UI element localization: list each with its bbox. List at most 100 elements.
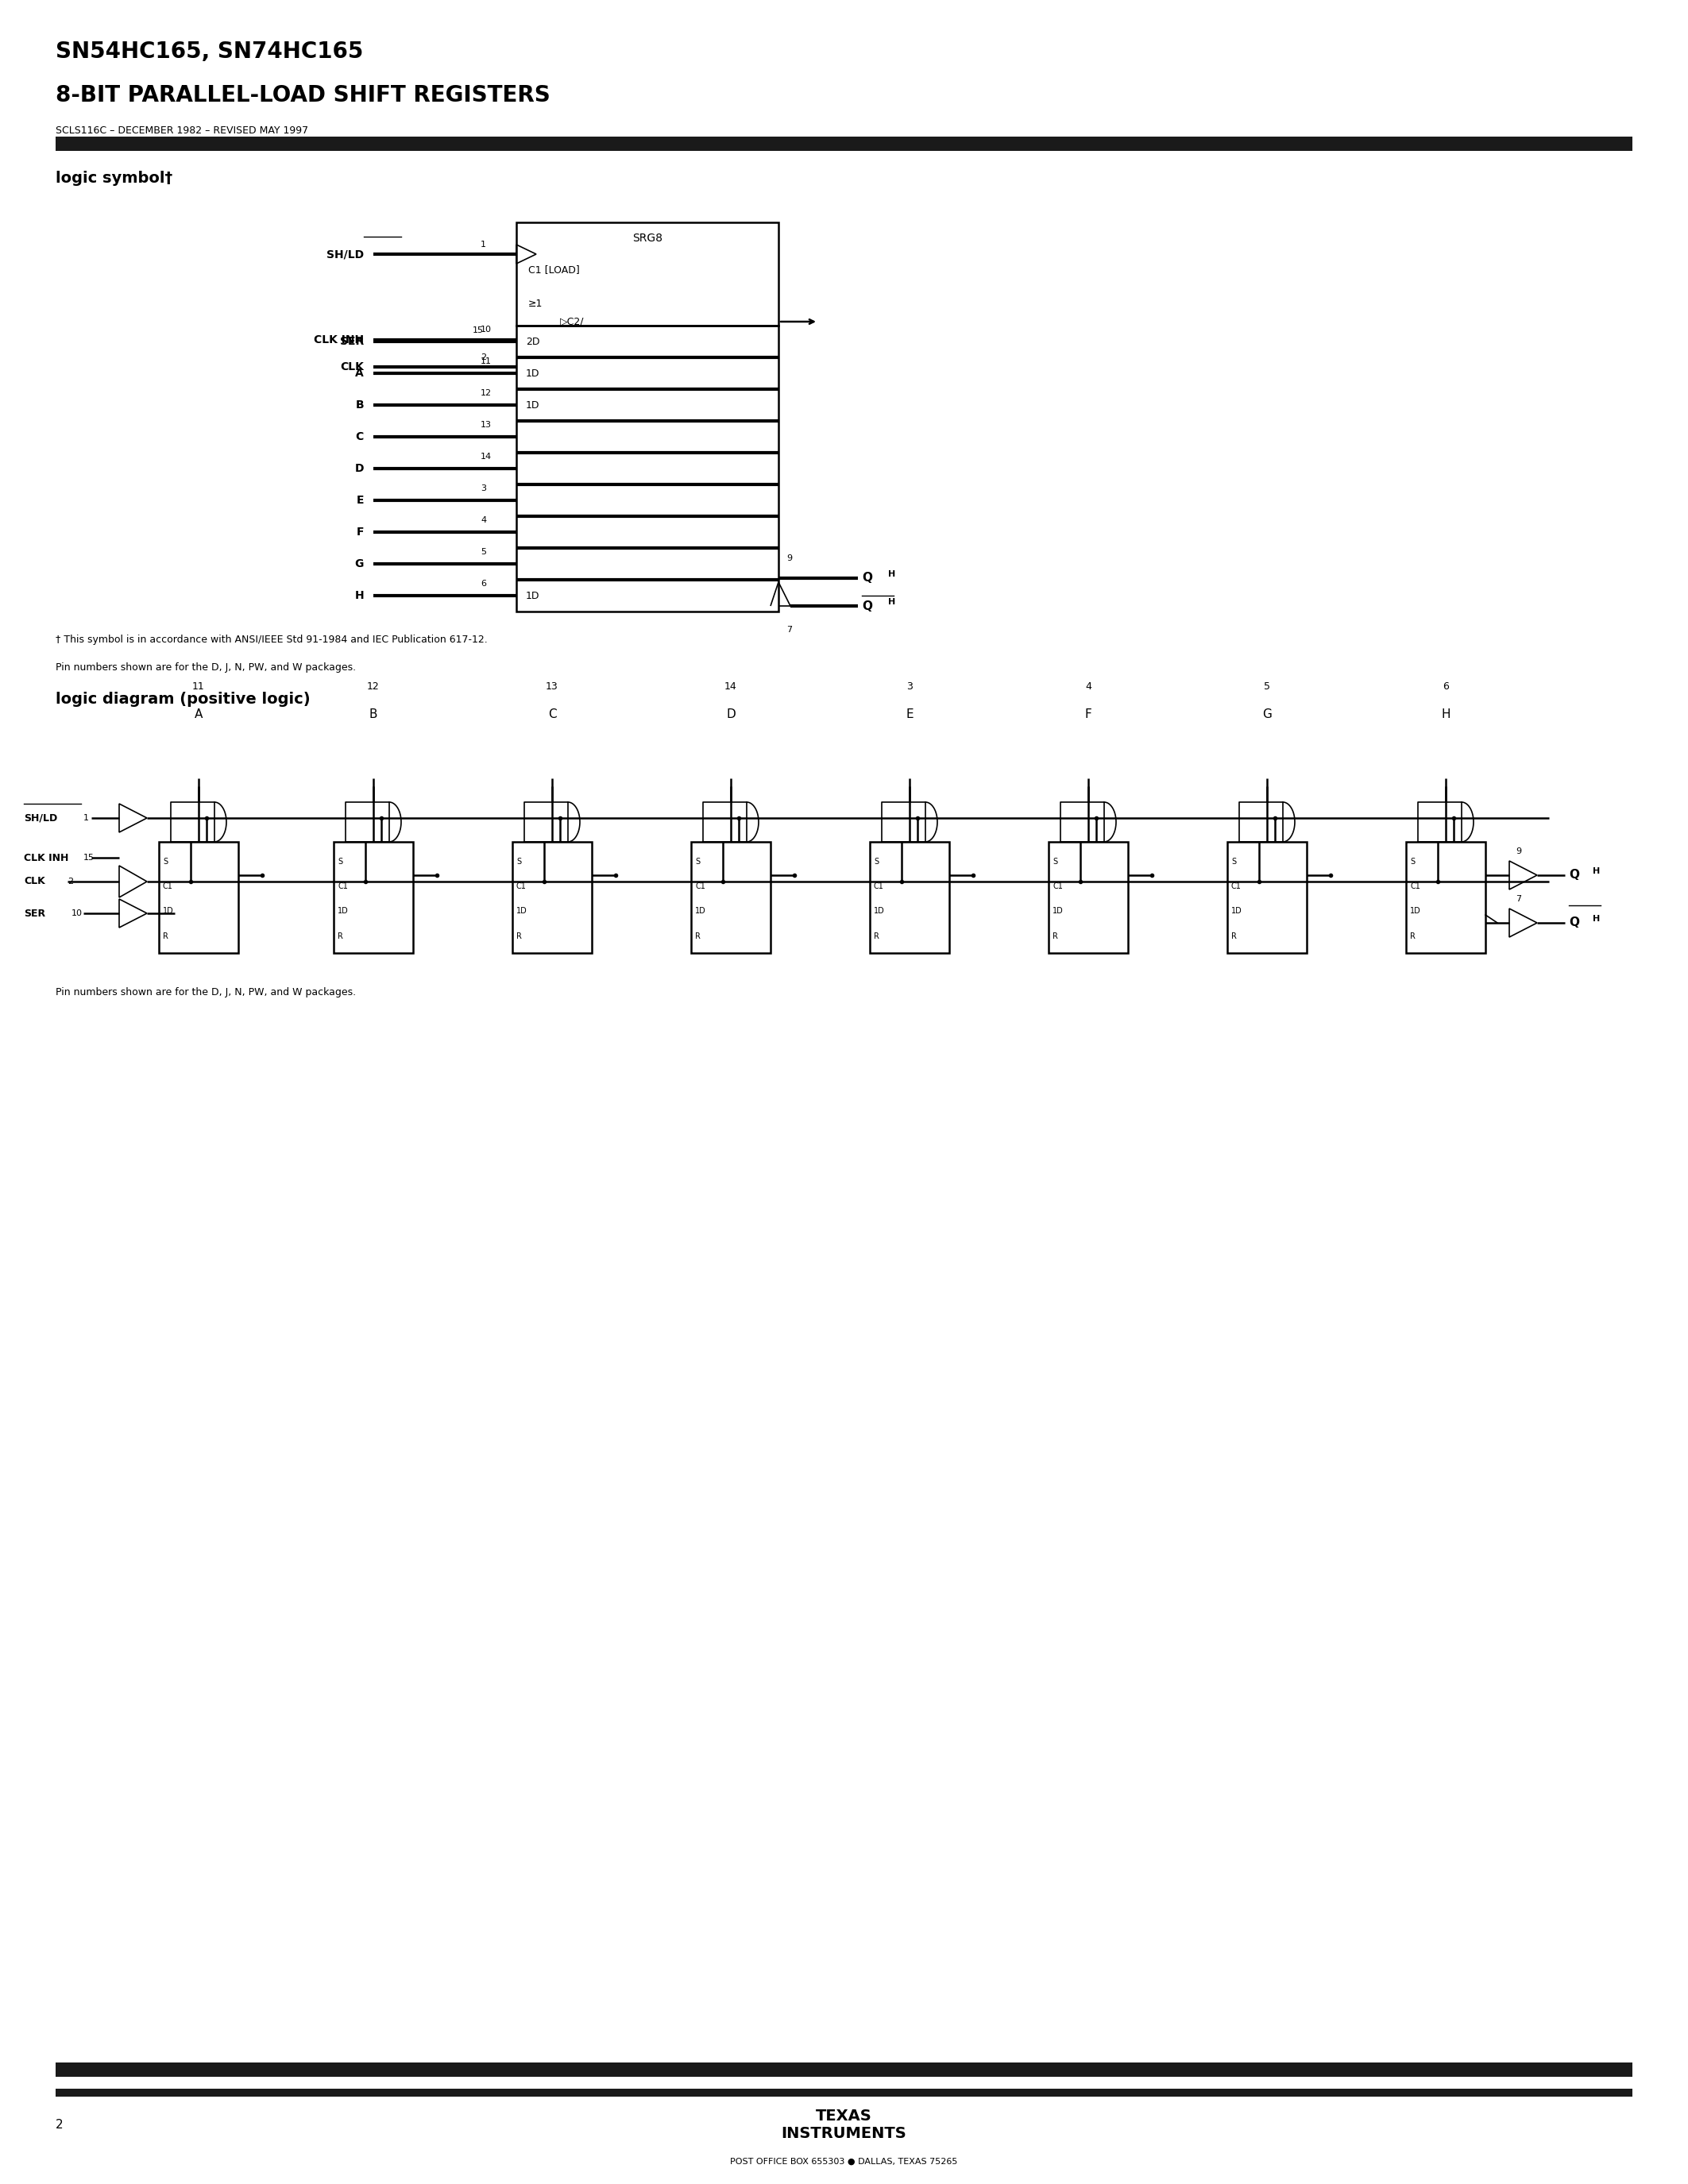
Text: 9: 9 (787, 555, 792, 561)
Text: Q: Q (1568, 917, 1580, 928)
Text: CLK INH: CLK INH (24, 852, 69, 863)
Text: CLK INH: CLK INH (314, 334, 365, 345)
Text: ▷C2/: ▷C2/ (560, 317, 584, 328)
Text: 2: 2 (56, 2118, 62, 2129)
Text: logic diagram (positive logic): logic diagram (positive logic) (56, 692, 311, 705)
Text: 9: 9 (1516, 847, 1521, 856)
Text: CLK: CLK (339, 360, 365, 373)
Text: 3: 3 (481, 485, 486, 491)
Text: R: R (162, 933, 169, 941)
Text: 8-BIT PARALLEL-LOAD SHIFT REGISTERS: 8-BIT PARALLEL-LOAD SHIFT REGISTERS (56, 85, 550, 107)
Text: H: H (1442, 710, 1450, 721)
Text: 1D: 1D (1409, 906, 1421, 915)
Text: 1D: 1D (527, 369, 540, 378)
Text: 1D: 1D (695, 906, 706, 915)
Bar (517, 223, 778, 325)
Text: 10: 10 (71, 909, 83, 917)
Text: H: H (1593, 867, 1600, 876)
Text: Q: Q (863, 601, 873, 612)
Text: 13: 13 (545, 681, 559, 692)
Text: 12: 12 (481, 389, 491, 397)
Text: C1: C1 (1409, 882, 1420, 891)
Text: 6: 6 (481, 579, 486, 587)
Text: Q: Q (1568, 869, 1580, 880)
Text: G: G (354, 559, 365, 570)
Text: B: B (356, 400, 365, 411)
Text: SH/LD: SH/LD (24, 812, 57, 823)
Text: C1: C1 (695, 882, 706, 891)
Bar (159, 841, 238, 952)
Text: C: C (356, 430, 365, 443)
Text: ≥1: ≥1 (528, 299, 544, 308)
Bar (517, 325, 778, 612)
Text: 13: 13 (481, 422, 491, 428)
Text: 1D: 1D (338, 906, 348, 915)
Bar (56, 2088, 1632, 2097)
Bar (334, 841, 414, 952)
Text: S: S (1409, 858, 1415, 865)
Text: C: C (549, 710, 557, 721)
Text: S: S (874, 858, 879, 865)
Text: H: H (1593, 915, 1600, 924)
Text: R: R (1053, 933, 1058, 941)
Text: R: R (874, 933, 879, 941)
Text: S: S (162, 858, 167, 865)
Text: S: S (1053, 858, 1057, 865)
Text: 1D: 1D (527, 590, 540, 601)
Text: D: D (726, 710, 736, 721)
Bar (690, 841, 770, 952)
Text: 10: 10 (481, 325, 491, 334)
Text: G: G (1263, 710, 1271, 721)
Text: 6: 6 (1443, 681, 1448, 692)
Text: R: R (695, 933, 701, 941)
Text: 1D: 1D (874, 906, 885, 915)
Text: SCLS116C – DECEMBER 1982 – REVISED MAY 1997: SCLS116C – DECEMBER 1982 – REVISED MAY 1… (56, 127, 309, 135)
Bar (1227, 841, 1307, 952)
Text: 7: 7 (787, 627, 792, 633)
Text: 14: 14 (724, 681, 738, 692)
Text: TEXAS
INSTRUMENTS: TEXAS INSTRUMENTS (782, 2108, 906, 2140)
Text: 14: 14 (481, 452, 491, 461)
Text: 4: 4 (481, 515, 486, 524)
Text: C1: C1 (1053, 882, 1063, 891)
Text: H: H (888, 570, 895, 579)
Text: H: H (888, 598, 895, 605)
Text: SH/LD: SH/LD (326, 249, 365, 260)
Text: SN54HC165, SN74HC165: SN54HC165, SN74HC165 (56, 41, 363, 63)
Text: 2: 2 (68, 878, 73, 885)
Text: CLK: CLK (24, 876, 46, 887)
Text: C1: C1 (338, 882, 348, 891)
Text: SRG8: SRG8 (633, 234, 662, 245)
Text: 4: 4 (1085, 681, 1092, 692)
Text: 1D: 1D (1053, 906, 1063, 915)
Text: S: S (695, 858, 701, 865)
Bar (56, 2062, 1632, 2077)
Text: A: A (354, 367, 365, 378)
Text: 11: 11 (481, 358, 491, 365)
Bar (513, 841, 592, 952)
Bar (1048, 841, 1128, 952)
Text: Pin numbers shown are for the D, J, N, PW, and W packages.: Pin numbers shown are for the D, J, N, P… (56, 662, 356, 673)
Text: R: R (517, 933, 522, 941)
Text: H: H (354, 590, 365, 601)
Text: 11: 11 (192, 681, 204, 692)
Text: 1: 1 (481, 240, 486, 249)
Text: 2: 2 (481, 354, 486, 360)
Text: 1D: 1D (527, 400, 540, 411)
Text: 7: 7 (1516, 895, 1521, 902)
Text: F: F (1085, 710, 1092, 721)
Text: D: D (354, 463, 365, 474)
Text: C1 [LOAD]: C1 [LOAD] (528, 264, 579, 275)
Text: 5: 5 (1264, 681, 1269, 692)
Text: SER: SER (24, 909, 46, 919)
Text: E: E (906, 710, 913, 721)
Text: 3: 3 (906, 681, 913, 692)
Text: C1: C1 (1231, 882, 1241, 891)
Text: R: R (338, 933, 343, 941)
Text: 1D: 1D (1231, 906, 1242, 915)
Text: R: R (1231, 933, 1237, 941)
Bar (869, 841, 949, 952)
Text: 1D: 1D (517, 906, 527, 915)
Text: † This symbol is in accordance with ANSI/IEEE Std 91-1984 and IEC Publication 61: † This symbol is in accordance with ANSI… (56, 633, 488, 644)
Text: Q: Q (863, 572, 873, 583)
